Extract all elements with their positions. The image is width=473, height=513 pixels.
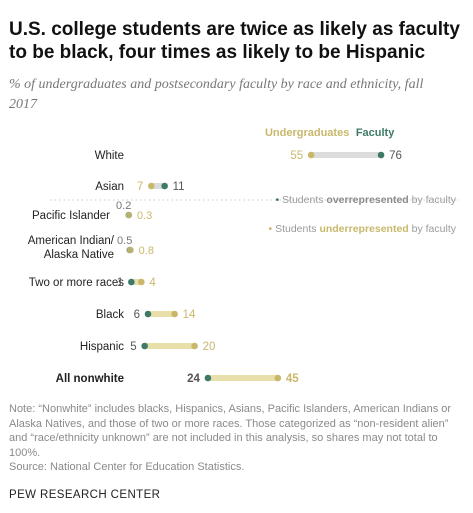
undergraduate-dot	[307, 151, 315, 159]
undergraduate-dot	[191, 342, 198, 350]
faculty-value: 5	[130, 341, 136, 353]
dot-plot: Undergraduates Faculty • Students overrepr…	[28, 127, 460, 385]
undergraduate-dot	[148, 182, 155, 190]
legend-faculty: Faculty	[356, 127, 395, 139]
undergraduate-value: 0.8	[139, 245, 154, 257]
undergraduate-dot	[171, 310, 178, 318]
faculty-dot	[141, 342, 148, 350]
annotation-underrepresented: • Students underrepresented by faculty	[268, 223, 456, 235]
faculty-value: 0.2	[116, 200, 131, 212]
annotation-overrepresented: • Students overrepresented by faculty	[275, 194, 456, 206]
row-label: All nonwhite	[56, 373, 124, 385]
undergraduate-value: 55	[290, 150, 303, 162]
faculty-dot	[144, 310, 152, 318]
row-label: Alaska Native	[44, 249, 114, 261]
faculty-value: 11	[173, 181, 185, 193]
row-label: White	[95, 150, 124, 162]
faculty-value: 6	[134, 309, 140, 321]
faculty-value: 0.5	[117, 235, 132, 247]
row-label: Black	[96, 309, 124, 321]
row-label: Pacific Islander	[32, 210, 110, 222]
faculty-dot	[377, 151, 385, 159]
undergraduate-dot	[274, 374, 282, 382]
faculty-value: 1	[117, 277, 123, 289]
source-text: Source: National Center for Education St…	[9, 461, 245, 473]
undergraduate-value: 14	[183, 309, 196, 321]
undergraduate-value: 45	[286, 373, 299, 385]
footer-credit: PEW RESEARCH CENTER	[9, 489, 161, 501]
chart-subtitle: % of undergraduates and postsecondary fa…	[9, 77, 424, 112]
undergraduate-value: 20	[203, 341, 216, 353]
chart-title: U.S. college students are twice as likel…	[9, 19, 460, 63]
legend-undergraduates: Undergraduates	[265, 127, 349, 139]
faculty-dot	[204, 374, 212, 382]
faculty-dot	[128, 278, 135, 286]
row-label: Two or more races	[29, 277, 124, 289]
chart-notes: Note: “Nonwhite” includes blacks, Hispan…	[9, 402, 459, 475]
row-label: Hispanic	[80, 341, 124, 353]
undergraduate-value: 7	[137, 181, 143, 193]
faculty-dot	[161, 182, 168, 190]
row-label: American Indian/	[28, 235, 115, 247]
faculty-value: 24	[187, 373, 200, 385]
undergraduate-dot	[127, 246, 134, 254]
faculty-value: 76	[389, 150, 402, 162]
undergraduate-value: 4	[149, 277, 156, 289]
note-text: Note: “Nonwhite” includes blacks, Hispan…	[9, 403, 452, 459]
undergraduate-value: 0.3	[137, 210, 152, 222]
undergraduate-dot	[138, 278, 145, 286]
row-label: Asian	[95, 181, 124, 193]
undergraduate-dot	[125, 211, 133, 219]
